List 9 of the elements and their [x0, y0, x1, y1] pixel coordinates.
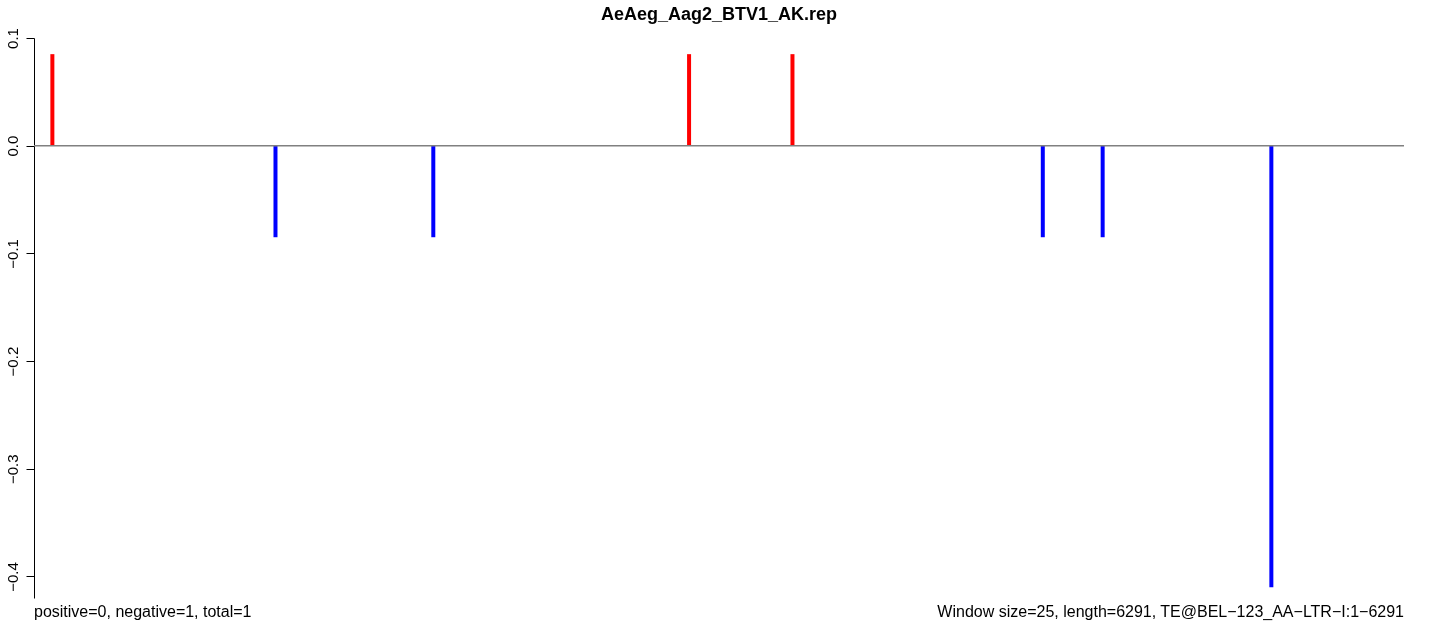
chart-title: AeAeg_Aag2_BTV1_AK.rep	[600, 3, 838, 24]
y-tick-label: −0.4	[3, 562, 21, 592]
y-tick-label: 0.0	[3, 135, 21, 157]
y-tick-label: −0.3	[3, 454, 21, 485]
text: positive=0, negative=1, total=1	[34, 603, 252, 620]
y-tick-label: −0.2	[3, 346, 21, 377]
y-tick-label: 0.1	[3, 28, 21, 49]
y-tick-label: −0.1	[3, 239, 21, 269]
text: Window size=25, length=6291, TE@BEL−123_AA−LTR−I:1−6291	[937, 603, 1405, 621]
